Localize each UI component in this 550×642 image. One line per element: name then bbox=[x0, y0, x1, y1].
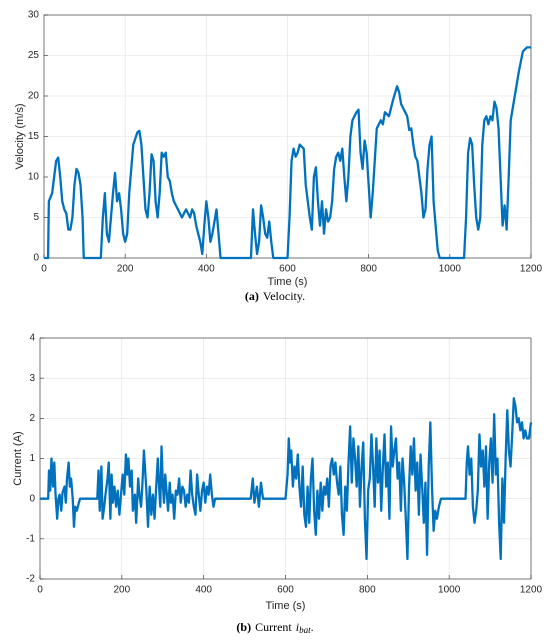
y-tick-label: 20 bbox=[28, 91, 40, 102]
x-tick-label: 1000 bbox=[439, 264, 462, 275]
y-tick-label: 25 bbox=[28, 50, 40, 61]
x-tick-label: 200 bbox=[117, 264, 134, 275]
y-tick-label: 3 bbox=[29, 373, 35, 384]
y-tick-label: 15 bbox=[28, 131, 40, 142]
caption-prefix: (b) bbox=[236, 620, 251, 634]
caption: (b) Current ibat. bbox=[236, 620, 313, 635]
x-tick-label: 800 bbox=[360, 264, 377, 275]
x-axis-label: Time (s) bbox=[268, 276, 308, 288]
x-tick-label: 0 bbox=[41, 264, 47, 275]
x-tick-label: 600 bbox=[277, 585, 294, 596]
y-tick-label: 0 bbox=[29, 493, 35, 504]
x-tick-label: 600 bbox=[279, 264, 296, 275]
y-tick-label: 10 bbox=[28, 172, 40, 183]
caption-prefix: (a) bbox=[245, 289, 259, 303]
x-tick-label: 800 bbox=[359, 585, 376, 596]
caption: (a) Velocity. bbox=[245, 289, 305, 303]
caption-end: . bbox=[311, 620, 314, 634]
y-axis-label: Current (A) bbox=[12, 431, 24, 485]
y-tick-label: 4 bbox=[29, 333, 35, 344]
caption-text: Velocity. bbox=[263, 289, 305, 303]
y-tick-label: 2 bbox=[29, 413, 35, 424]
chart-panel: 0 200 400 600 800 1000 1200 0 5 10 15 20 25 30 Time (s… bbox=[14, 10, 543, 303]
chart-panel: 0 200 400 600 800 1000 1200 -2 -1 0 1 2 3 4 Time (s) Cu… bbox=[12, 333, 543, 635]
data-line bbox=[40, 397, 533, 561]
caption-subscript: bat bbox=[299, 625, 311, 635]
x-tick-label: 1200 bbox=[520, 585, 543, 596]
y-axis-label: Velocity (m/s) bbox=[14, 103, 26, 169]
x-tick-label: 0 bbox=[37, 585, 43, 596]
axes-box bbox=[39, 337, 532, 580]
y-tick-label: 1 bbox=[29, 453, 35, 464]
x-tick-label: 400 bbox=[195, 585, 212, 596]
y-tick-label: 30 bbox=[28, 10, 40, 21]
x-tick-label: 1200 bbox=[520, 264, 543, 275]
y-tick-label: -1 bbox=[26, 533, 35, 544]
y-tick-label: 0 bbox=[33, 253, 39, 264]
x-axis-label: Time (s) bbox=[266, 600, 306, 612]
y-tick-label: 5 bbox=[33, 212, 39, 223]
y-tick-label: -2 bbox=[26, 574, 35, 585]
data-line bbox=[44, 46, 531, 260]
caption-variable: i bbox=[296, 620, 299, 634]
x-tick-label: 200 bbox=[113, 585, 130, 596]
x-tick-label: 400 bbox=[198, 264, 215, 275]
caption-text: Current bbox=[255, 620, 292, 634]
x-tick-label: 1000 bbox=[438, 585, 461, 596]
